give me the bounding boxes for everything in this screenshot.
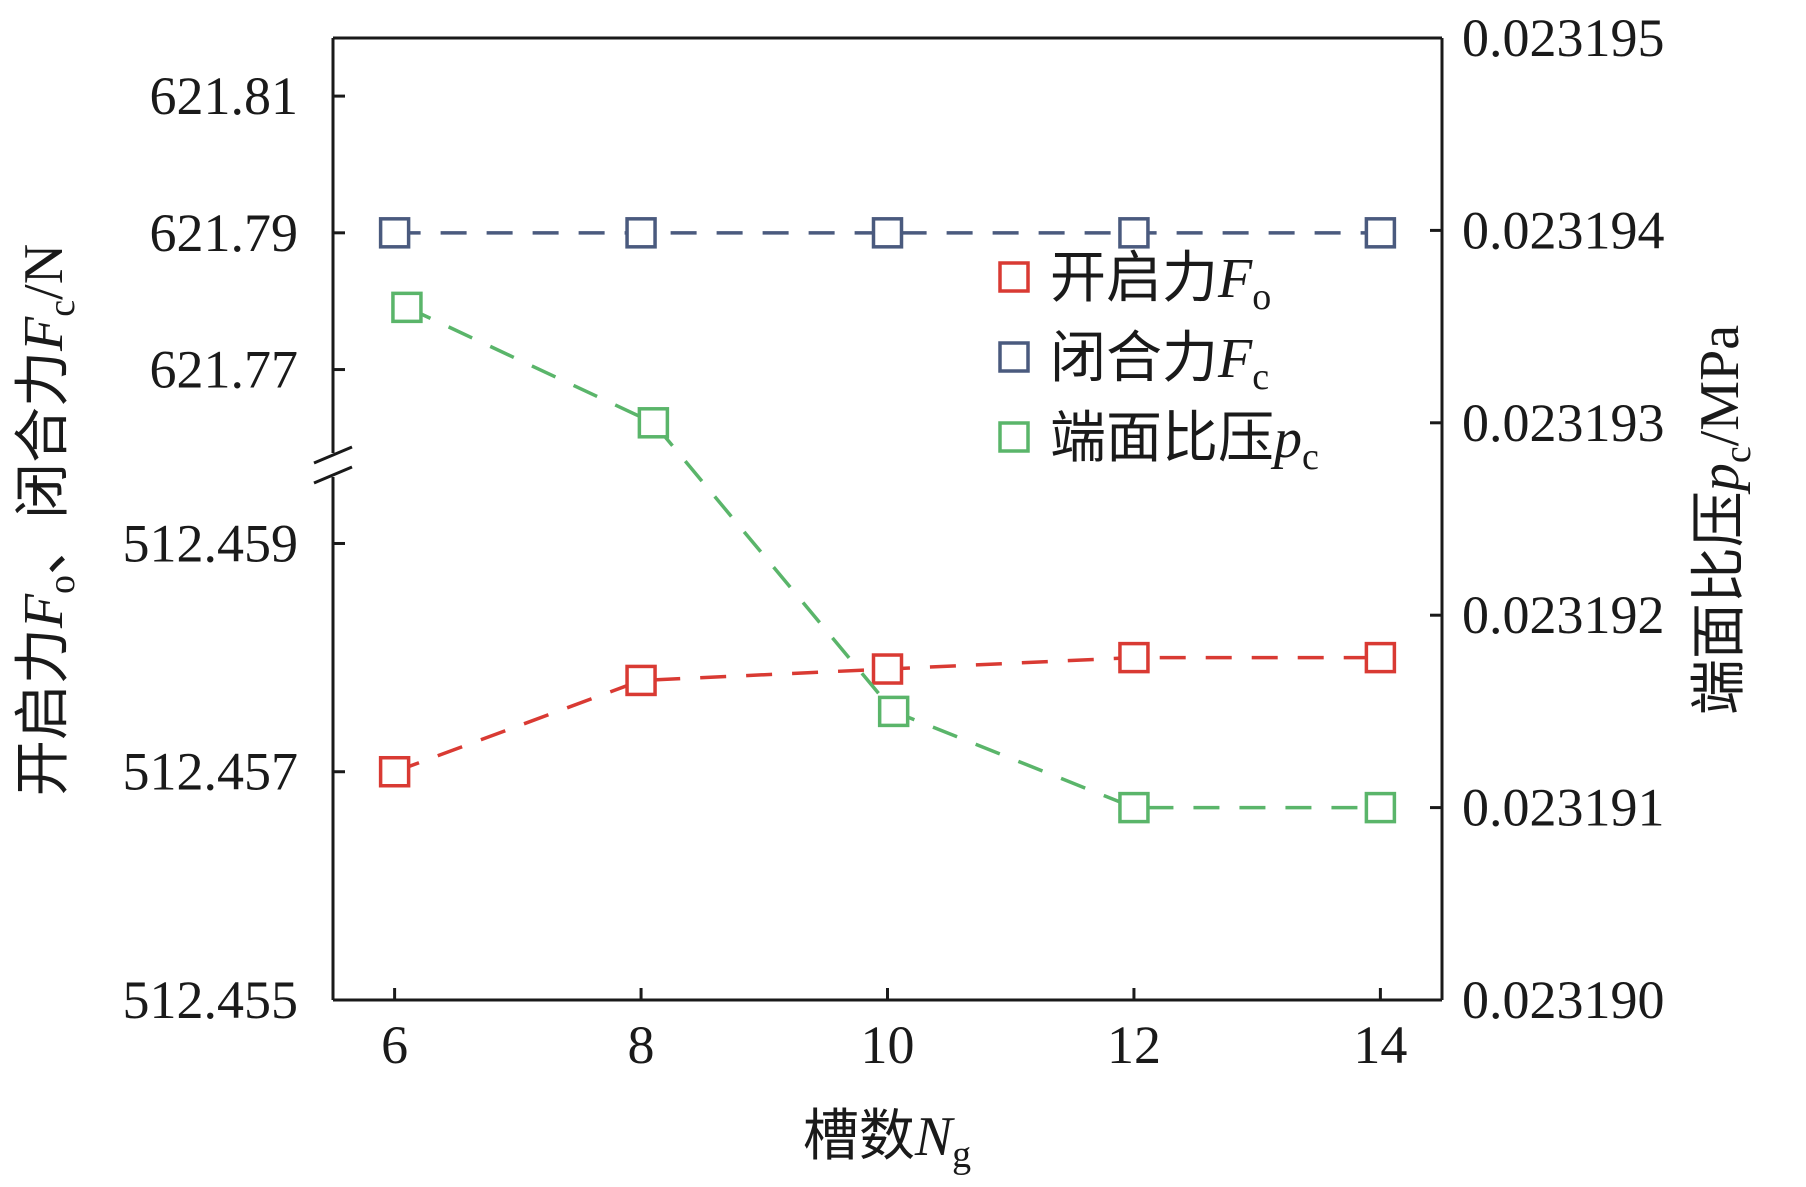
series-0-marker-0 xyxy=(378,755,411,788)
y-right-tick-label: 0.023193 xyxy=(1462,393,1665,453)
series-0-marker-1 xyxy=(625,664,657,697)
legend-marker-1 xyxy=(998,341,1030,373)
legend: 开启力Fo 闭合力Fc 端面比压pc xyxy=(998,248,1319,478)
y-right-ticks: 0.023190 0.023191 0.023192 0.023193 0.023194… xyxy=(1430,8,1665,1030)
y-right-tick-label: 0.023192 xyxy=(1462,585,1665,645)
series-2-marker-2 xyxy=(877,695,910,728)
y-left-tick-label: 621.79 xyxy=(150,203,299,263)
x-tick-label: 6 xyxy=(381,1015,408,1075)
y-right-tick-label: 0.023195 xyxy=(1462,8,1665,68)
series-2-marker-0 xyxy=(391,291,423,324)
series-2-marker-1 xyxy=(637,407,670,439)
series-1-marker-1 xyxy=(625,217,657,249)
series-1-marker-4 xyxy=(1364,217,1397,249)
y-left-tick-label: 512.457 xyxy=(123,742,299,802)
legend-marker-2 xyxy=(998,421,1030,453)
x-tick-label: 12 xyxy=(1107,1015,1161,1075)
x-tick-label: 10 xyxy=(861,1015,915,1075)
series-2-marker-4 xyxy=(1364,791,1397,824)
legend-label-0: 开启力Fo xyxy=(1050,248,1271,318)
plot-frame xyxy=(313,36,1444,1002)
y-axis-title-right: 端面比压pc/MPa xyxy=(1689,325,1759,715)
x-ticks: 6 8 10 12 14 xyxy=(381,988,1407,1075)
y-left-tick-label: 621.81 xyxy=(150,66,299,126)
series-1-marker-3 xyxy=(1118,217,1150,249)
axis-break-mark-lower xyxy=(313,465,353,485)
x-tick-label: 8 xyxy=(628,1015,655,1075)
y-right-tick-label: 0.023194 xyxy=(1462,200,1665,260)
series-1-marker-2 xyxy=(871,217,904,249)
series-1-marker-0 xyxy=(378,217,411,249)
legend-label-1: 闭合力Fc xyxy=(1050,328,1269,398)
axis-break-gap xyxy=(322,453,344,477)
series-2-marker-3 xyxy=(1118,791,1150,824)
x-axis-title: 槽数Ng xyxy=(803,1106,971,1176)
y-axis-title-left: 开启力Fo、闭合力Fc/N xyxy=(13,244,83,796)
axis-break-mark-upper xyxy=(313,445,353,465)
y-left-tick-label: 512.459 xyxy=(123,513,299,573)
y-right-tick-label: 0.023191 xyxy=(1462,778,1665,838)
legend-marker-0 xyxy=(998,261,1030,293)
y-left-ticks: 621.77 621.79 621.81 512.455 512.457 512.459 xyxy=(123,66,345,1030)
series-0-marker-2 xyxy=(871,653,904,685)
series-0-marker-3 xyxy=(1118,641,1150,674)
y-left-tick-label: 512.455 xyxy=(123,970,299,1030)
series-0-marker-4 xyxy=(1364,641,1397,674)
y-right-tick-label: 0.023190 xyxy=(1462,970,1665,1030)
y-left-tick-label: 621.77 xyxy=(150,340,299,400)
legend-label-2: 端面比压pc xyxy=(1050,408,1319,478)
series-layer xyxy=(378,217,1397,824)
x-tick-label: 14 xyxy=(1353,1015,1407,1075)
